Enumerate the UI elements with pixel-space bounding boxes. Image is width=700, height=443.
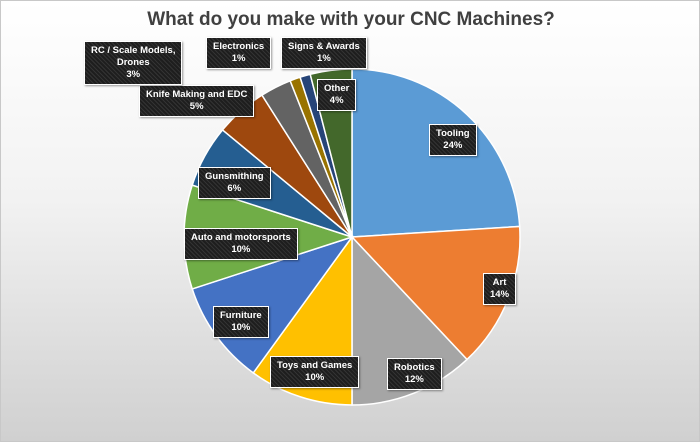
data-label-category: Other — [324, 83, 350, 94]
data-label-category: Drones — [116, 57, 150, 68]
data-label-percent: 24% — [443, 140, 463, 151]
data-label-percent: 5% — [189, 101, 204, 112]
data-label-percent: 10% — [231, 244, 251, 255]
pie-slice-other — [309, 68, 353, 238]
data-label-rc-scale-models-drones: RC / Scale Models, Drones 3% — [84, 41, 183, 85]
data-label-percent: 1% — [317, 53, 331, 64]
data-label-signs-awards: Signs & Awards 1% — [281, 37, 367, 69]
data-label-category: Knife Making and EDC — [146, 89, 248, 100]
data-label-category: Furniture — [220, 310, 262, 321]
data-label-category: Toys and Games — [277, 360, 353, 371]
data-label-percent: 1% — [231, 53, 246, 64]
data-label-category: Gunsmithing — [205, 171, 264, 182]
data-label-category: Art — [492, 277, 507, 288]
data-label-percent: 12% — [404, 374, 424, 385]
chart-title: What do you make with your CNC Machines? — [147, 9, 555, 30]
data-label-percent: 3% — [126, 69, 141, 80]
data-label-category: Robotics — [394, 362, 435, 373]
data-label-furniture: Furniture 10% — [213, 306, 269, 338]
data-label-percent: 10% — [305, 372, 325, 383]
data-label-category: RC / Scale Models, — [91, 45, 176, 56]
data-label-category: Electronics — [213, 41, 265, 52]
data-label-percent: 4% — [329, 95, 344, 106]
data-label-percent: 6% — [227, 183, 242, 194]
data-label-gunsmithing: Gunsmithing 6% — [198, 167, 271, 199]
data-label-art: Art 14% — [483, 273, 517, 305]
data-label-knife-making-and-edc: Knife Making and EDC 5% — [139, 85, 255, 117]
data-label-toys-and-games: Toys and Games 10% — [270, 356, 360, 388]
data-label-percent: 14% — [490, 289, 510, 300]
data-label-auto-and-motorsports: Auto and motorsports 10% — [184, 228, 298, 260]
data-label-robotics: Robotics 12% — [387, 358, 442, 390]
data-label-other: Other 4% — [317, 79, 357, 111]
data-label-category: Auto and motorsports — [191, 232, 291, 243]
data-label-category: Tooling — [436, 128, 470, 139]
data-label-electronics: Electronics 1% — [206, 37, 272, 69]
data-label-percent: 10% — [231, 322, 251, 333]
data-label-category: Signs & Awards — [288, 41, 360, 52]
data-label-tooling: Tooling 24% — [429, 124, 477, 156]
